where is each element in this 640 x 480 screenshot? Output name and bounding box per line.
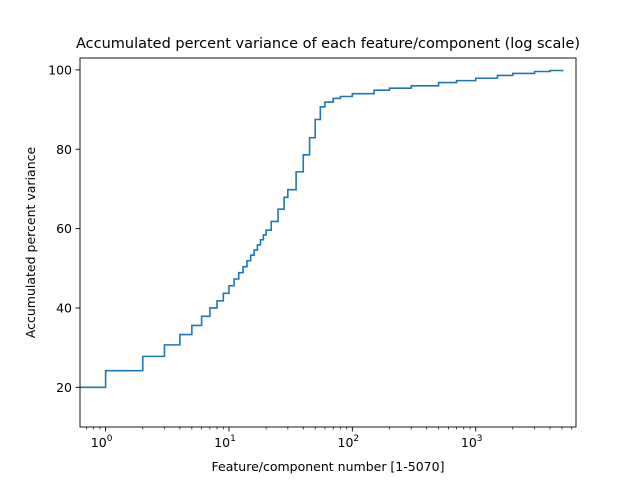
x-tick-label: 100: [91, 434, 113, 450]
y-tick-label: 80: [56, 142, 72, 157]
x-tick-label: 101: [214, 434, 236, 450]
x-tick-exponent: 3: [477, 434, 483, 444]
x-tick-label: 102: [338, 434, 360, 450]
y-tick-label: 60: [56, 221, 72, 236]
axes-frame: [79, 57, 577, 428]
x-tick-exponent: 0: [107, 434, 113, 444]
series-line: [80, 69, 564, 389]
x-tick-base: 10: [214, 435, 230, 450]
y-tick-label: 100: [48, 62, 72, 77]
plot-area: [79, 57, 577, 428]
x-tick-base: 10: [91, 435, 107, 450]
y-axis-label: Accumulated percent variance: [23, 146, 38, 338]
x-tick-base: 10: [461, 435, 477, 450]
x-axis-label: Feature/component number [1-5070]: [212, 459, 445, 474]
x-axis: 100 101 102 103: [86, 427, 573, 450]
x-tick-label: 103: [461, 434, 483, 450]
x-tick-base: 10: [338, 435, 354, 450]
y-tick-label: 40: [56, 300, 72, 315]
chart-title: Accumulated percent variance of each fea…: [76, 36, 580, 52]
x-tick-exponent: 1: [230, 434, 236, 444]
y-tick-label: 20: [56, 380, 72, 395]
y-axis: 20 40 60 80 100: [48, 62, 80, 395]
x-tick-exponent: 2: [353, 434, 359, 444]
